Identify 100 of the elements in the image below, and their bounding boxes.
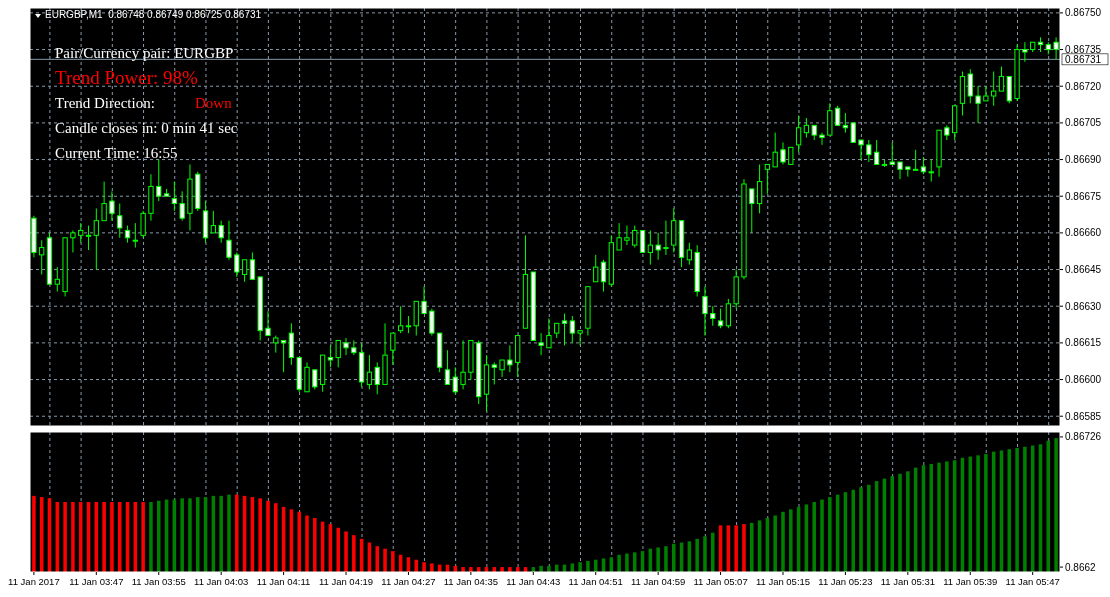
candlestick — [429, 308, 435, 337]
candlestick — [218, 220, 224, 244]
x-tick-label: 11 Jan 04:35 — [443, 576, 498, 587]
x-tick-label: 11 Jan 04:11 — [256, 576, 311, 587]
candlestick — [507, 344, 513, 373]
candlestick — [647, 229, 653, 266]
candlestick — [850, 122, 856, 143]
candlestick — [109, 190, 115, 222]
candlestick — [366, 354, 373, 390]
annotation: Candle closes in: 0 min 41 sec — [55, 120, 238, 136]
annotation: Pair/Currency pair: EURGBP — [55, 45, 234, 61]
x-tick-label: 11 Jan 2017 — [8, 576, 60, 587]
candlestick — [913, 149, 919, 171]
candlestick — [54, 266, 60, 293]
candlestick — [866, 139, 872, 163]
annotation: Current Time: 16:55 — [55, 145, 178, 161]
candlestick — [491, 361, 497, 385]
x-tick-label: 11 Jan 04:43 — [506, 576, 561, 587]
candlestick — [156, 159, 162, 202]
candlestick — [663, 220, 669, 256]
candlestick — [897, 161, 903, 180]
y-tick-label: 0.86660 — [1065, 227, 1102, 239]
x-tick-label: 11 Jan 04:59 — [631, 576, 686, 587]
candlestick — [234, 251, 240, 278]
candlestick — [725, 298, 732, 329]
candlestick — [772, 132, 778, 168]
y-tick-label: 0.86615 — [1065, 337, 1102, 349]
candlestick — [460, 339, 466, 390]
x-tick-label: 11 Jan 04:19 — [318, 576, 374, 587]
candlestick — [624, 225, 630, 246]
candlestick — [538, 332, 544, 356]
y-tick-label: 0.86585 — [1065, 410, 1102, 422]
candlestick — [577, 330, 583, 346]
y-tick-label: 0.86600 — [1065, 374, 1102, 386]
x-tick-label: 11 Jan 05:47 — [1005, 576, 1060, 587]
candlestick — [717, 308, 724, 329]
y-tick-label: 0.86690 — [1065, 154, 1102, 166]
candlestick — [991, 71, 997, 107]
annotation: Down — [195, 95, 233, 111]
candlestick — [226, 220, 232, 261]
candlestick — [179, 190, 185, 222]
candlestick — [93, 207, 99, 271]
chart-title: EURGBP,M1 0.86748 0.86749 0.86725 0.86731 — [45, 9, 262, 20]
x-tick-label: 11 Jan 05:31 — [880, 576, 935, 587]
candlestick — [819, 132, 825, 146]
y-tick-label: 0.86630 — [1065, 300, 1102, 312]
candlestick — [132, 222, 138, 249]
candlestick — [210, 210, 217, 234]
y-tick-label: 0.86705 — [1065, 117, 1102, 129]
candlestick — [795, 115, 802, 153]
x-tick-label: 11 Jan 03:47 — [69, 576, 124, 587]
candlestick — [780, 141, 786, 165]
y-tick-label: 0.86726 — [1065, 431, 1102, 443]
y-tick-label: 0.86735 — [1065, 44, 1102, 56]
candlestick — [444, 349, 451, 385]
candlestick — [600, 259, 607, 293]
annotation: Trend Direction: — [55, 95, 155, 111]
candlestick — [390, 332, 396, 366]
ref-line-label: 0.86731 — [1065, 53, 1102, 65]
y-tick-label: 0.86720 — [1065, 80, 1102, 92]
y-tick-label: 0.86750 — [1065, 7, 1102, 19]
candlestick — [616, 222, 622, 251]
candlestick — [593, 254, 599, 283]
candlestick — [756, 163, 763, 214]
annotation: Trend Power: 98% — [55, 67, 199, 88]
candlestick — [749, 188, 755, 234]
x-tick-label: 11 Jan 04:03 — [194, 576, 249, 587]
candlestick — [343, 337, 349, 356]
x-tick-label: 11 Jan 05:23 — [818, 576, 873, 587]
candlestick — [374, 361, 380, 395]
x-tick-label: 11 Jan 04:27 — [381, 576, 436, 587]
x-tick-label: 11 Jan 05:39 — [943, 576, 998, 587]
candlestick — [452, 366, 458, 395]
candlestick — [983, 85, 989, 102]
candlestick — [873, 139, 880, 165]
y-tick-label: 0.8662 — [1065, 561, 1097, 573]
candlestick — [39, 239, 45, 275]
candlestick — [561, 313, 568, 346]
candlestick — [327, 344, 334, 368]
candlestick — [101, 181, 107, 222]
candlestick — [140, 210, 146, 239]
candlestick — [764, 163, 771, 195]
candlestick — [171, 181, 177, 212]
candlestick — [312, 369, 318, 390]
candlestick — [335, 339, 341, 368]
candlestick — [398, 305, 404, 334]
candlestick — [889, 141, 895, 165]
candlestick — [117, 203, 123, 239]
candlestick — [655, 232, 661, 261]
y-tick-label: 0.86675 — [1065, 190, 1102, 202]
x-tick-label: 11 Jan 05:07 — [693, 576, 748, 587]
candlestick — [858, 139, 864, 161]
candlestick — [78, 222, 84, 244]
candlestick — [702, 286, 708, 337]
candlestick — [546, 317, 552, 349]
candlestick — [265, 310, 271, 337]
candlestick — [967, 68, 973, 104]
x-tick-label: 11 Jan 03:55 — [131, 576, 186, 587]
candlestick — [1022, 41, 1028, 63]
candlestick — [280, 339, 287, 373]
